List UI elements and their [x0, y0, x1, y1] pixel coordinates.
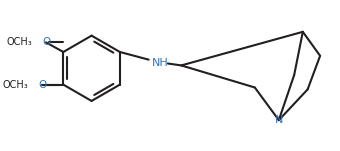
Text: OCH₃: OCH₃	[3, 80, 29, 90]
Text: N: N	[275, 115, 283, 125]
Text: NH: NH	[152, 58, 169, 69]
Text: O: O	[42, 37, 50, 47]
Text: OCH₃: OCH₃	[7, 37, 33, 47]
Text: O: O	[38, 80, 46, 90]
